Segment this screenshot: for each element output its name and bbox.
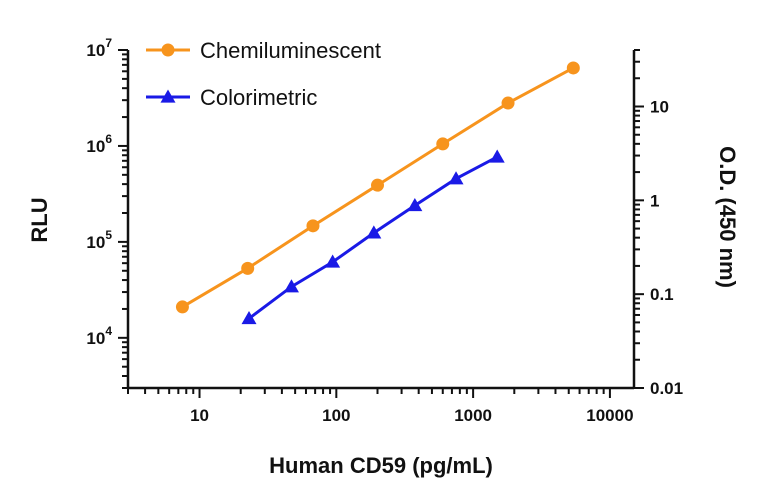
legend-label-chemiluminescent: Chemiluminescent: [200, 38, 381, 63]
series-colorimetric: [241, 149, 505, 325]
data-point-chemiluminescent: [371, 178, 385, 192]
data-point-colorimetric: [448, 171, 464, 185]
data-point-chemiluminescent: [566, 61, 580, 75]
data-point-chemiluminescent: [306, 219, 320, 233]
data-point-colorimetric: [241, 311, 257, 325]
data-point-chemiluminescent: [436, 137, 450, 151]
data-point-colorimetric: [325, 254, 341, 268]
legend-marker-colorimetric: [160, 89, 176, 103]
data-point-colorimetric: [407, 198, 423, 212]
x-tick-label: 1000: [454, 406, 492, 425]
y-tick-label: 104: [86, 324, 112, 348]
data-point-chemiluminescent: [241, 261, 255, 275]
y-tick-label: 107: [86, 36, 112, 60]
y2-tick-label: 1: [650, 191, 659, 210]
x-axis-title: Human CD59 (pg/mL): [269, 453, 493, 478]
y2-axis-title: O.D. (450 nm): [715, 146, 740, 288]
series-chemiluminescent: [175, 61, 580, 314]
legend: Chemiluminescent Colorimetric: [146, 38, 381, 110]
y2-tick-label: 0.01: [650, 379, 683, 398]
y2-tick-label: 10: [650, 97, 669, 116]
data-point-colorimetric: [366, 225, 382, 239]
legend-item-chemiluminescent: Chemiluminescent: [146, 38, 381, 63]
legend-item-colorimetric: Colorimetric: [146, 85, 317, 110]
data-point-colorimetric: [283, 279, 299, 293]
y-axis-title: RLU: [27, 197, 52, 242]
ticks: [118, 49, 644, 398]
data-point-chemiluminescent: [501, 96, 515, 110]
x-tick-label: 10000: [586, 406, 633, 425]
y-tick-label: 105: [86, 228, 112, 252]
data-point-chemiluminescent: [175, 300, 189, 314]
series-layer: [175, 61, 580, 325]
x-tick-label: 100: [322, 406, 350, 425]
y2-tick-label: 0.1: [650, 285, 674, 304]
x-tick-label: 10: [190, 406, 209, 425]
legend-marker-chemiluminescent: [161, 43, 175, 57]
data-point-colorimetric: [489, 149, 505, 163]
y-tick-label: 106: [86, 132, 112, 156]
legend-label-colorimetric: Colorimetric: [200, 85, 317, 110]
tick-labels: 10 100 1000 10000 104 105 106 107 0.01 0.1 1 10: [86, 36, 683, 425]
